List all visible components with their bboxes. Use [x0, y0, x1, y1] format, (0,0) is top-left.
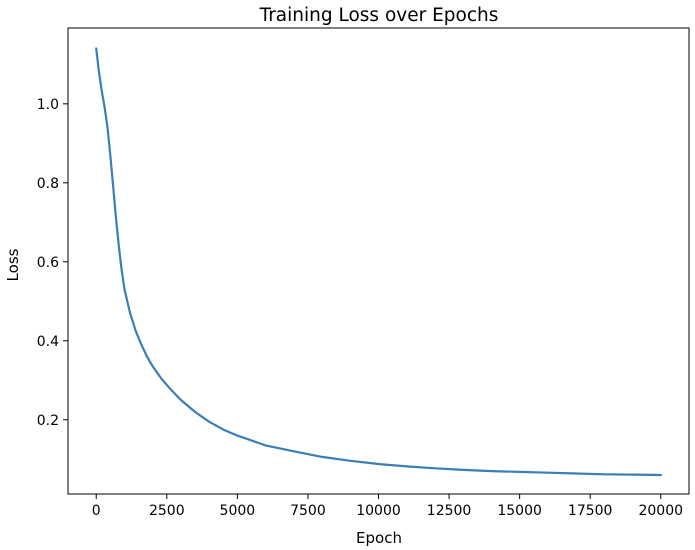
y-axis-label: Loss: [4, 248, 22, 281]
x-tick-label: 17500: [568, 503, 613, 519]
x-tick-label: 15000: [497, 503, 542, 519]
y-tick-label: 0.8: [37, 176, 59, 192]
x-tick-label: 20000: [638, 503, 683, 519]
x-tick-label: 7500: [290, 503, 326, 519]
y-tick-label: 1.0: [37, 97, 59, 113]
chart-title: Training Loss over Epochs: [259, 5, 499, 26]
plot-area-frame: [67, 27, 690, 495]
x-tick-label: 10000: [356, 503, 401, 519]
x-tick-label: 2500: [149, 503, 185, 519]
y-tick-label: 0.4: [37, 334, 59, 350]
x-axis-ticks: 0 2500 5000 7500 10000 12500 15000 17500 20000: [92, 494, 683, 519]
x-tick-label: 12500: [427, 503, 472, 519]
y-tick-label: 0.2: [37, 413, 59, 429]
x-axis-label: Epoch: [356, 529, 402, 547]
x-tick-label: 0: [92, 503, 101, 519]
x-tick-label: 5000: [220, 503, 256, 519]
loss-series-line: [95, 47, 662, 477]
y-axis-ticks: 0.2 0.4 0.6 0.8 1.0: [37, 97, 68, 429]
y-tick-label: 0.6: [37, 255, 59, 271]
